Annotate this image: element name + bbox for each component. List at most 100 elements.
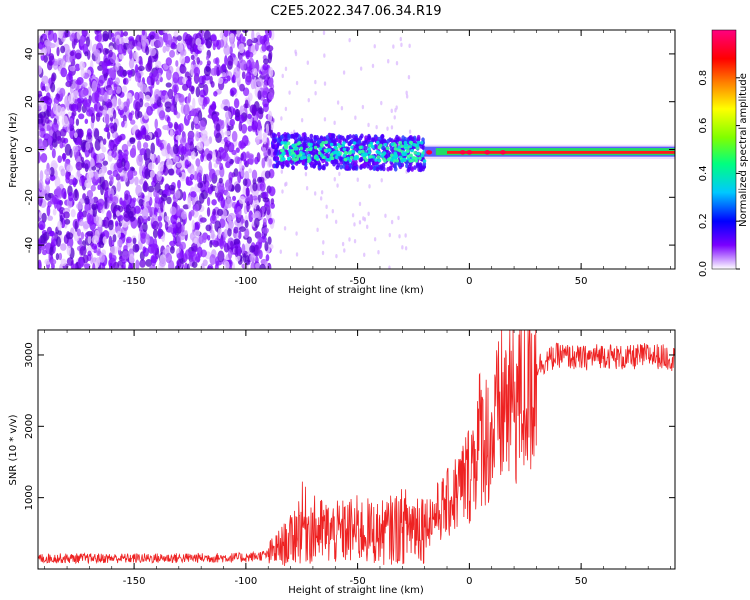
heatmap-cell: [227, 227, 232, 237]
heatmap-cell: [318, 147, 323, 151]
heatmap-cell: [320, 190, 324, 195]
heatmap-cell: [306, 156, 311, 160]
heatmap-cell: [408, 129, 412, 134]
heatmap-cell: [130, 119, 136, 125]
heatmap-cell: [80, 68, 85, 78]
heatmap-cell: [211, 101, 216, 112]
heatmap-cell: [224, 130, 231, 136]
heatmap-cell: [280, 164, 285, 170]
heatmap-cell: [179, 241, 187, 250]
heatmap-cell: [85, 36, 90, 47]
heatmap-cell: [155, 60, 162, 68]
heatmap-cell: [128, 36, 135, 42]
heatmap-cell: [370, 144, 375, 149]
heatmap-cell: [386, 126, 389, 131]
snr-frame: [37, 329, 676, 570]
heatmap-cell: [291, 154, 296, 158]
heatmap-cell: [393, 115, 396, 120]
heatmap-cell: [174, 189, 181, 199]
heatmap-cell: [361, 149, 365, 154]
heatmap-cell: [223, 228, 228, 239]
heatmap-cell: [235, 108, 241, 118]
heatmap-cell: [108, 49, 113, 58]
heatmap-cell: [239, 83, 245, 92]
heatmap-cell: [305, 147, 310, 152]
heatmap-cell: [256, 119, 262, 131]
heatmap-cell: [159, 30, 164, 36]
heatmap-cell: [173, 121, 179, 131]
heatmap-cell: [135, 184, 143, 197]
heatmap-cell: [298, 153, 303, 157]
heatmap-cell: [337, 152, 341, 157]
heatmap-cell: [395, 158, 399, 163]
heatmap-cell: [256, 176, 262, 184]
heatmap-cell: [240, 169, 245, 177]
heatmap-cell: [140, 232, 147, 244]
heatmap-cell: [108, 219, 114, 231]
heatmap-cell: [60, 258, 67, 267]
heatmap-cell: [93, 103, 98, 112]
heatmap-cell: [366, 163, 370, 169]
heatmap-cell: [397, 145, 402, 150]
heatmap-cell: [93, 214, 100, 224]
y-tick-label: -40: [24, 237, 35, 253]
heatmap-cell: [161, 148, 168, 157]
heatmap-cell: [110, 245, 118, 256]
heatmap-cell: [241, 151, 247, 162]
heatmap-cell: [45, 184, 50, 195]
heatmap-cell: [306, 60, 310, 65]
heatmap-cell: [383, 158, 387, 163]
heatmap-cell: [109, 176, 114, 185]
x-tick-label: 0: [466, 576, 472, 587]
heatmap-cell: [74, 188, 78, 199]
colorbar-tick-label: 0.2: [698, 213, 709, 229]
heatmap-cell: [323, 81, 327, 86]
heatmap-cell: [105, 60, 112, 67]
heatmap-cell: [175, 167, 181, 176]
spectrogram-axes: -150 -100 -50 0 50 -40 -20 0 20 40: [24, 30, 675, 287]
heatmap-cell: [56, 236, 62, 248]
heatmap-cell: [205, 55, 210, 61]
heatmap-cell: [58, 252, 63, 261]
heatmap-cell: [273, 138, 278, 144]
heatmap-cell: [165, 82, 172, 88]
heatmap-cell: [271, 132, 276, 138]
heatmap-cell: [195, 130, 200, 142]
heatmap-cell: [181, 210, 187, 220]
heatmap-cell: [44, 243, 52, 249]
heatmap-cell: [123, 31, 128, 37]
heatmap-cell: [241, 71, 246, 80]
heatmap-cell: [77, 97, 85, 104]
heatmap-cell: [371, 63, 375, 69]
heatmap-cell: [57, 188, 63, 199]
heatmap-cell: [41, 85, 46, 91]
heatmap-cell: [380, 178, 383, 183]
heatmap-cell: [421, 166, 425, 172]
heatmap-cell: [208, 171, 212, 183]
heatmap-cell: [256, 77, 264, 88]
heatmap-cell: [262, 197, 270, 203]
heatmap-cell: [38, 179, 44, 191]
heatmap-cell: [191, 219, 195, 231]
heatmap-cell: [267, 110, 273, 123]
heatmap-cell: [226, 75, 231, 82]
spectrogram-x-label: Height of straight line (km): [288, 285, 424, 296]
heatmap-cell: [401, 135, 405, 141]
heatmap-cell: [195, 86, 201, 98]
heatmap-cell: [390, 108, 393, 114]
x-tick-label: -150: [123, 276, 146, 287]
heatmap-cell: [87, 235, 92, 245]
heatmap-cell: [419, 144, 424, 149]
heatmap-cell: [111, 150, 117, 158]
heatmap-cell: [238, 226, 246, 233]
heatmap-cell: [193, 237, 198, 245]
heatmap-cell: [42, 95, 50, 101]
heatmap-cell: [142, 222, 148, 233]
heatmap-cell: [224, 179, 233, 192]
heatmap-cell: [241, 30, 249, 34]
heatmap-cell: [38, 41, 44, 50]
heatmap-cell: [333, 177, 336, 182]
heatmap-cell: [168, 184, 176, 191]
heatmap-cell: [157, 227, 162, 240]
heatmap-cell: [46, 205, 51, 217]
